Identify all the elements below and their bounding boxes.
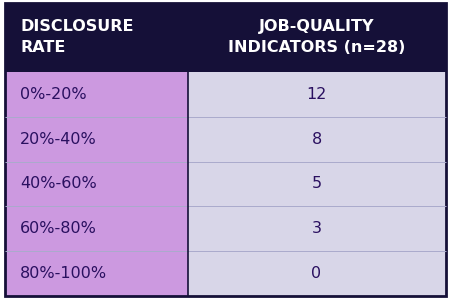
Bar [188, 117, 446, 161]
Text: 20%-40%: 20%-40% [20, 132, 97, 147]
Text: 0: 0 [311, 266, 322, 281]
Bar [4, 3, 188, 72]
Bar [188, 72, 446, 117]
Text: 40%-60%: 40%-60% [20, 176, 97, 191]
Bar [4, 161, 188, 206]
Text: DISCLOSURE
RATE: DISCLOSURE RATE [20, 19, 134, 55]
Bar [188, 3, 446, 72]
Text: 80%-100%: 80%-100% [20, 266, 108, 281]
Bar [4, 117, 188, 161]
Bar [188, 251, 446, 296]
Text: 8: 8 [311, 132, 322, 147]
Text: 0%-20%: 0%-20% [20, 87, 87, 102]
Bar [188, 206, 446, 251]
Bar [4, 72, 188, 117]
Text: 60%-80%: 60%-80% [20, 221, 97, 236]
Bar [4, 251, 188, 296]
Bar [188, 161, 446, 206]
Text: JOB-QUALITY
INDICATORS (n=28): JOB-QUALITY INDICATORS (n=28) [228, 19, 405, 55]
Bar [4, 206, 188, 251]
Text: 5: 5 [311, 176, 322, 191]
Text: 12: 12 [306, 87, 327, 102]
Text: 3: 3 [311, 221, 321, 236]
